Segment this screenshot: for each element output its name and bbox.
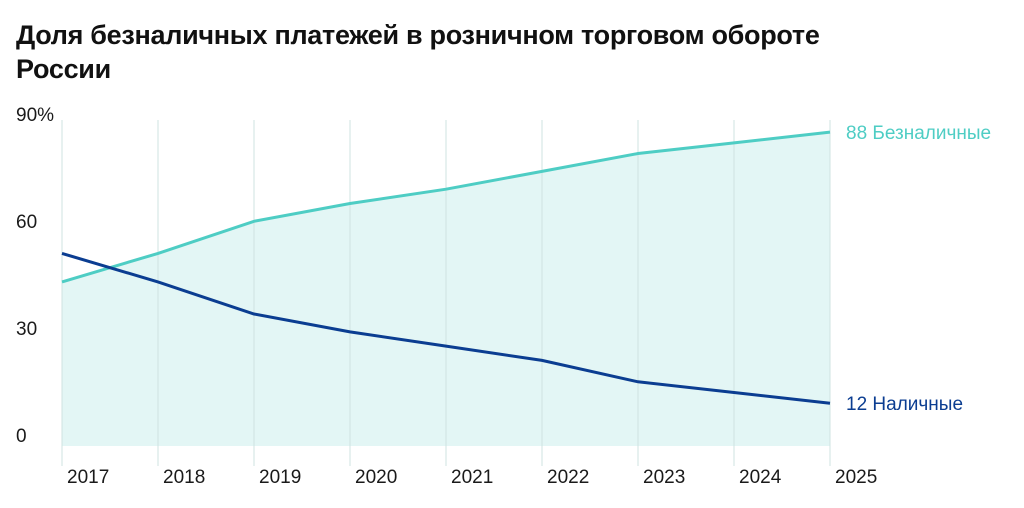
x-tick-label: 2018 [163,467,205,488]
x-tick-label: 2025 [835,467,877,488]
grid-lines [61,120,831,466]
x-tick-label: 2023 [643,467,685,488]
cashless-end-label: 88 Безналичные [846,123,991,144]
y-tick-label: 30 [16,319,37,340]
chart-title: Доля безналичных платежей в розничном то… [16,20,820,84]
y-tick-label: 90% [16,105,54,126]
x-tick-label: 2024 [739,467,782,488]
x-tick-label: 2022 [547,467,589,488]
cashless-line [61,130,831,284]
y-tick-label: 60 [16,212,37,233]
x-tick-label: 2019 [259,467,301,488]
cash-line [61,251,831,405]
x-tick-label: 2020 [355,467,397,488]
x-axis-ticks: 2017 2018 2019 2020 2021 2022 2023 2024 2025 [67,467,877,488]
x-tick-label: 2017 [67,467,109,488]
y-tick-label: 0 [16,426,27,447]
x-tick-label: 2021 [451,467,493,488]
cash-end-label: 12 Наличные [846,394,963,415]
y-axis-ticks: 90% 60 30 0 [16,105,54,447]
